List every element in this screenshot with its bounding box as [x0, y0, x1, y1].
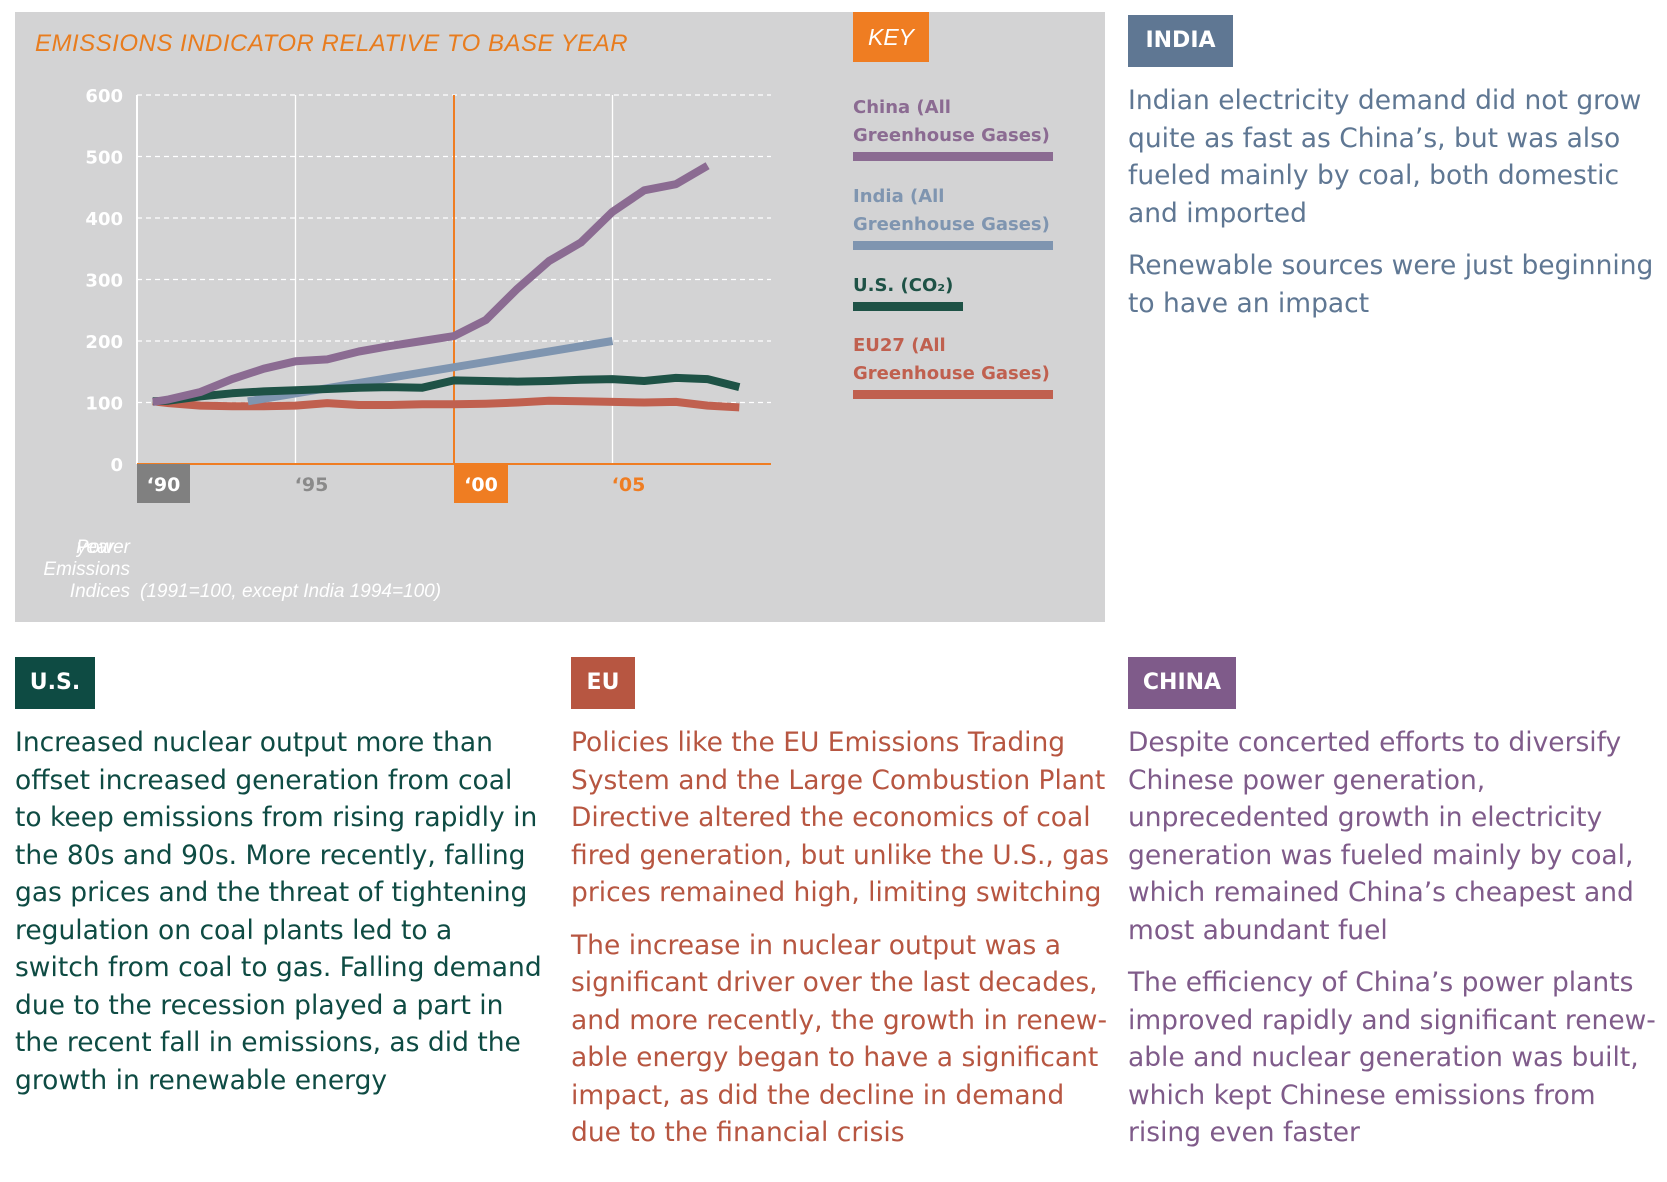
y-tick-label: 500	[85, 148, 123, 169]
china-paragraph: The efficiency of China’s power plants i…	[1128, 967, 1656, 1148]
india-paragraph: Indian electricity demand did not grow q…	[1128, 85, 1642, 229]
legend-label: India (All Greenhouse Gases)	[853, 186, 1050, 235]
eu-paragraph: The increase in nuclear output was a sig…	[571, 929, 1107, 1149]
legend-swatch	[853, 241, 1053, 250]
y-tick-label: 200	[85, 332, 123, 353]
chart-title: EMISSIONS INDICATOR RELATIVE TO BASE YEA…	[35, 30, 629, 57]
china-tag: CHINA	[1128, 657, 1236, 709]
x-tick-label: ‘90	[147, 474, 181, 496]
legend-item-eu27: EU27 (All Greenhouse Gases)	[853, 332, 1053, 399]
eu-tag: EU	[571, 657, 635, 709]
legend-label: EU27 (All Greenhouse Gases)	[853, 335, 1050, 384]
legend-label: China (All Greenhouse Gases)	[853, 97, 1050, 146]
x-tick-label: ‘05	[612, 474, 646, 496]
x-axis-label: year	[77, 537, 114, 558]
china-text: Despite concerted efforts to diversify C…	[1128, 724, 1658, 1167]
legend-item-india: India (All Greenhouse Gases)	[853, 183, 1053, 250]
india-paragraph: Renewable sources were just beginning to…	[1128, 250, 1654, 319]
china-paragraph: Despite concerted efforts to diversify C…	[1128, 727, 1634, 946]
chart-note: (1991=100, except India 1994=100)	[140, 581, 442, 602]
india-text: Indian electricity demand did not grow q…	[1128, 82, 1658, 337]
series-line	[152, 162, 710, 406]
chart-panel: 0 100 200 300 400 500 600 ‘90 ‘95 ‘00 ‘05 EMISSION…	[15, 12, 1105, 622]
x-tick-highlight	[137, 464, 190, 503]
series-line	[152, 396, 740, 412]
legend-item-china: China (All Greenhouse Gases)	[853, 94, 1053, 161]
legend-item-us: U.S. (CO₂)	[853, 272, 963, 311]
line-chart: 0 100 200 300 400 500 600 ‘90 ‘95 ‘00 ‘05	[85, 86, 771, 503]
legend-swatch	[853, 302, 963, 311]
y-tick-label: 400	[85, 209, 123, 230]
series-line	[152, 373, 741, 406]
y-tick-label: 600	[85, 86, 123, 107]
x-tick-label: ‘95	[295, 474, 329, 496]
india-tag: INDIA	[1128, 15, 1233, 67]
y-tick-label: 100	[85, 394, 123, 415]
x-tick-highlight	[454, 464, 508, 503]
legend-swatch	[853, 390, 1053, 399]
y-tick-label: 300	[85, 271, 123, 292]
us-tag: U.S.	[15, 657, 95, 709]
x-tick-label: ‘00	[464, 474, 498, 496]
eu-text: Policies like the EU Emissions Trading S…	[571, 724, 1111, 1167]
us-text: Increased nuclear output more than offse…	[15, 724, 545, 1114]
y-tick-label: 0	[110, 455, 123, 476]
eu-paragraph: Policies like the EU Emissions Trading S…	[571, 727, 1110, 908]
legend-label: U.S. (CO₂)	[853, 275, 954, 296]
key-label: KEY	[853, 12, 929, 62]
legend-swatch	[853, 152, 1053, 161]
us-paragraph: Increased nuclear output more than offse…	[15, 727, 542, 1096]
y-axis-label: Power Emissions Indices	[43, 537, 130, 602]
